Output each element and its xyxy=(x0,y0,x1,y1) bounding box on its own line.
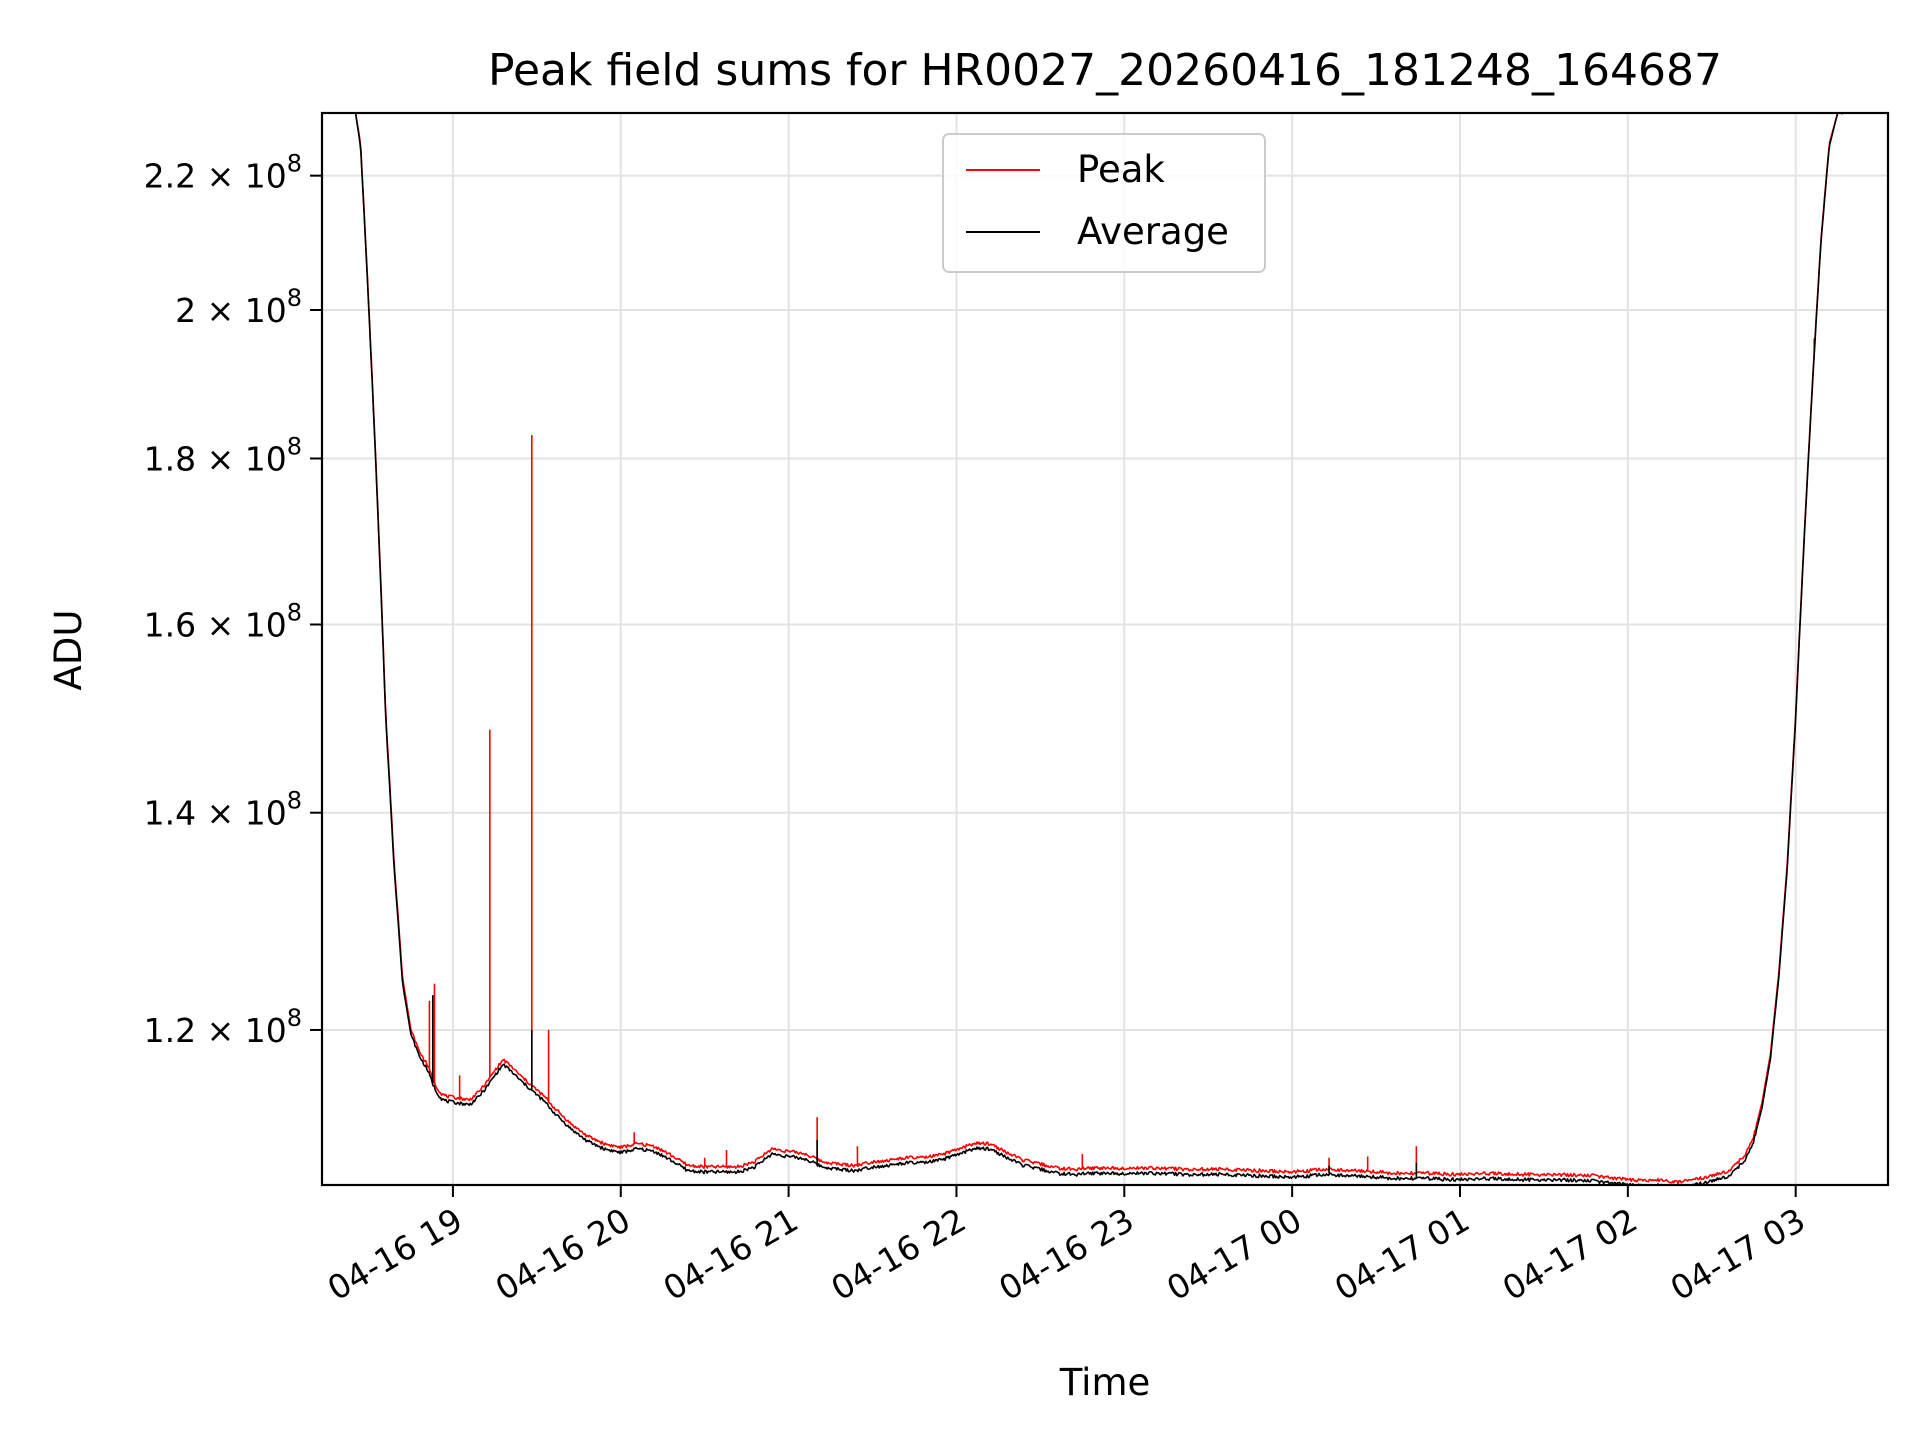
y-tick-label-base: 2 × 10 xyxy=(175,291,287,330)
y-tick-label-exponent: 8 xyxy=(287,787,302,815)
y-tick-label-base: 1.6 × 10 xyxy=(144,605,287,644)
plot-frame xyxy=(320,111,1890,1187)
series-line-average xyxy=(354,113,1843,1185)
y-tick-label-exponent: 8 xyxy=(287,598,302,626)
y-tick-label-base: 2.2 × 10 xyxy=(144,157,287,196)
legend-box xyxy=(942,133,1266,273)
y-tick-label: 1.6 × 108 xyxy=(144,598,302,644)
y-tick-label-exponent: 8 xyxy=(287,284,302,312)
y-tick-label: 1.2 × 108 xyxy=(144,1004,302,1050)
y-tick-label-exponent: 8 xyxy=(287,150,302,178)
y-tick-label: 1.8 × 108 xyxy=(144,432,302,478)
y-tick-label: 2.2 × 108 xyxy=(144,150,302,196)
y-tick-label-base: 1.2 × 10 xyxy=(144,1011,287,1050)
x-axis-label: Time xyxy=(1059,1361,1151,1404)
chart-title: Peak field sums for HR0027_20260416_1812… xyxy=(488,45,1722,96)
y-tick-label: 1.4 × 108 xyxy=(144,787,302,833)
y-tick-label-exponent: 8 xyxy=(287,1004,302,1032)
y-tick-label: 2 × 108 xyxy=(175,284,302,330)
series-layer xyxy=(354,113,1843,1185)
y-axis-label: ADU xyxy=(47,610,90,691)
legend-label-average: Average xyxy=(1077,210,1229,253)
legend: Peak Average xyxy=(942,133,1266,273)
y-tick-label-base: 1.4 × 10 xyxy=(144,794,287,833)
series-line-peak xyxy=(354,113,1843,1185)
y-tick-label-base: 1.8 × 10 xyxy=(144,439,287,478)
y-tick-label-exponent: 8 xyxy=(287,432,302,460)
legend-label-peak: Peak xyxy=(1077,148,1165,191)
